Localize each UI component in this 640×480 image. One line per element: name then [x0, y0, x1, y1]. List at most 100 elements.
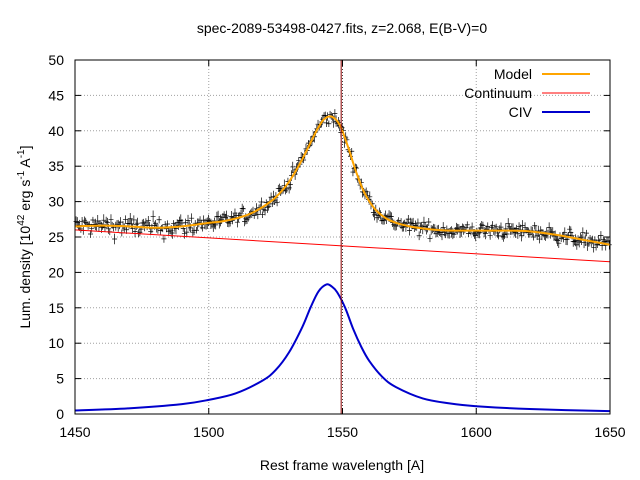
- observed-point: [431, 223, 437, 233]
- observed-point: [326, 120, 332, 127]
- x-tick-label: 1600: [461, 424, 492, 440]
- x-tick-label: 1650: [594, 424, 625, 440]
- observed-point: [261, 206, 267, 213]
- observed-point: [598, 231, 604, 241]
- y-tick-label: 15: [48, 300, 64, 316]
- legend-label-continuum: Continuum: [464, 85, 532, 101]
- observed-point: [189, 213, 195, 223]
- observed-point: [350, 167, 356, 177]
- legend-item-civ: CIV: [509, 104, 590, 120]
- continuum-line: [74, 229, 611, 263]
- observed-point: [166, 227, 172, 236]
- observed-point: [434, 225, 440, 238]
- observed-point: [388, 212, 394, 221]
- observed-point: [497, 225, 503, 233]
- observed-point: [555, 234, 561, 247]
- observed-point: [227, 216, 233, 227]
- observed-point: [481, 226, 487, 238]
- observed-point: [150, 210, 156, 223]
- civ-line: [74, 283, 611, 413]
- observed-point: [571, 238, 577, 245]
- observed-point: [174, 219, 180, 227]
- observed-point: [171, 220, 177, 227]
- observed-point: [575, 235, 581, 246]
- observed-point: [283, 187, 289, 195]
- observed-point: [476, 227, 482, 239]
- observed-point: [79, 217, 85, 226]
- observed-point: [595, 235, 601, 246]
- observed-point: [260, 211, 266, 218]
- observed-point: [193, 227, 199, 234]
- observed-point: [173, 222, 179, 235]
- observed-point: [443, 231, 449, 239]
- y-axis-title-mid1: erg s: [17, 180, 33, 215]
- observed-point: [370, 207, 376, 218]
- observed-point: [580, 227, 586, 238]
- observed-point: [244, 215, 250, 224]
- observed-point: [503, 223, 509, 235]
- observed-point: [581, 236, 587, 249]
- observed-point: [374, 212, 380, 223]
- observed-point: [474, 227, 480, 236]
- observed-point: [262, 205, 268, 216]
- observed-point: [464, 221, 470, 229]
- model-line: [74, 115, 611, 246]
- observed-point: [225, 217, 231, 228]
- legend: Model Continuum CIV: [464, 66, 590, 120]
- y-tick-label: 0: [56, 406, 64, 422]
- observed-point: [130, 223, 136, 234]
- observed-point: [413, 220, 419, 231]
- observed-point: [133, 219, 139, 230]
- legend-label-model: Model: [494, 66, 532, 82]
- y-axis-title-prefix: Lum. density [10: [17, 226, 33, 329]
- observed-point: [546, 222, 552, 233]
- x-tick-label: 1550: [327, 424, 358, 440]
- y-tick-label: 45: [48, 87, 64, 103]
- observed-point: [175, 220, 181, 230]
- observed-point: [591, 242, 597, 253]
- observed-point: [131, 215, 137, 225]
- plot-frame: [74, 59, 611, 415]
- observed-point: [165, 220, 171, 228]
- y-tick-label: 25: [48, 229, 64, 245]
- observed-point: [286, 182, 292, 194]
- observed-point: [421, 216, 427, 228]
- observed-point: [137, 228, 143, 237]
- y-tick-label: 20: [48, 264, 64, 280]
- observed-point: [520, 220, 526, 232]
- observed-point: [177, 216, 183, 225]
- observed-point: [121, 223, 127, 233]
- observed-point: [480, 221, 486, 230]
- y-axis-title-exp3: -1: [16, 149, 27, 158]
- observed-point: [155, 223, 161, 234]
- observed-point: [426, 217, 432, 227]
- y-tick-label: 10: [48, 335, 64, 351]
- x-tick-label: 1450: [59, 424, 90, 440]
- y-axis-title-exp1: 42: [16, 214, 27, 226]
- observed-point: [511, 227, 517, 237]
- observed-point: [239, 203, 245, 213]
- y-axis-title: Lum. density [1042 erg s-1 A-1]: [16, 145, 33, 328]
- observed-point: [140, 218, 146, 227]
- data-layer: [73, 60, 612, 414]
- observed-point: [537, 234, 543, 244]
- observed-point: [500, 232, 506, 242]
- observed-point: [255, 209, 261, 220]
- observed-point: [274, 198, 280, 207]
- y-tick-label: 40: [48, 123, 64, 139]
- observed-point: [553, 235, 559, 243]
- observed-point: [161, 235, 167, 243]
- observed-point: [143, 218, 149, 226]
- y-tick-label: 5: [56, 371, 64, 387]
- observed-point: [379, 217, 385, 225]
- observed-point: [405, 214, 411, 224]
- observed-point: [484, 225, 490, 234]
- observed-point: [485, 222, 491, 231]
- observed-point: [516, 222, 522, 231]
- observed-point: [110, 223, 116, 232]
- observed-point: [184, 226, 190, 238]
- chart-title: spec-2089-53498-0427.fits, z=2.068, E(B-…: [197, 20, 488, 36]
- observed-point: [512, 227, 518, 238]
- observed-point: [502, 230, 508, 240]
